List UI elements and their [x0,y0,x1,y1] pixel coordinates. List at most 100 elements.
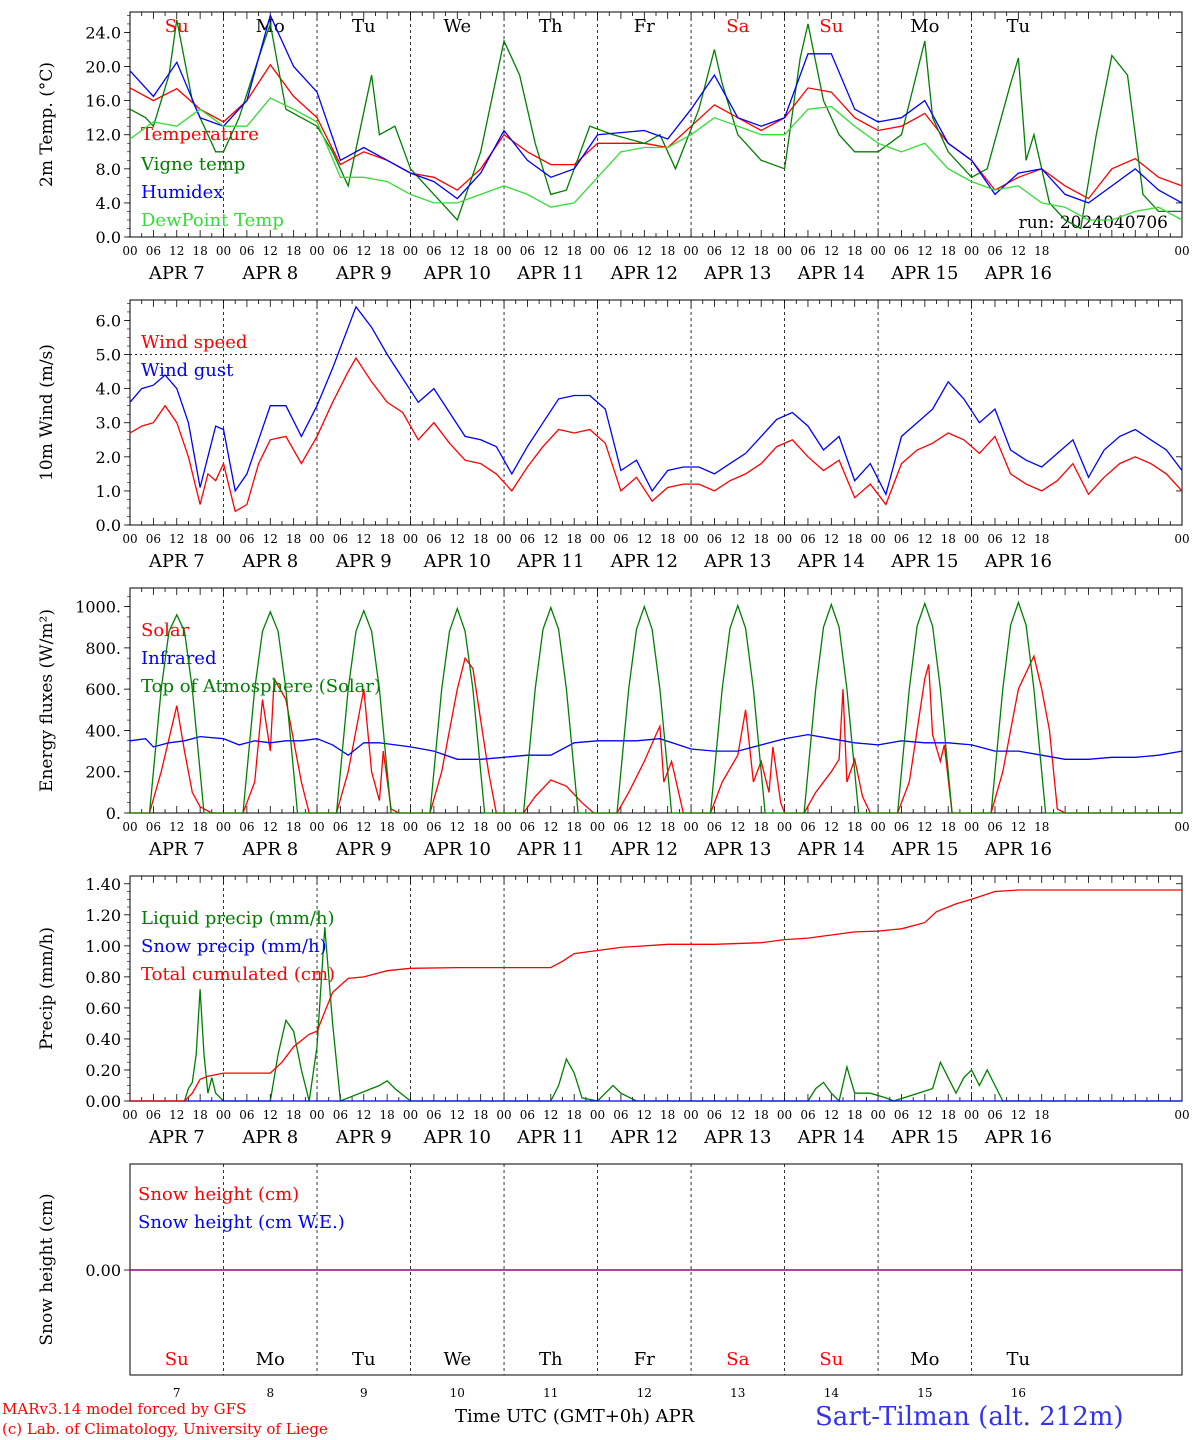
day-number-label: 9 [360,1386,368,1400]
hour-tick-label: 00 [1174,532,1189,546]
hour-tick-label: 06 [239,820,254,834]
panel-3: 00 06 12 18 APR 7 00 06 12 18 APR 8 00 06 12 18 APR 9 0… [37,587,1190,860]
hour-tick-label: 06 [426,244,441,258]
hour-tick-label: 12 [169,820,184,834]
hour-tick-label: 18 [941,1108,956,1122]
legend-entry: DewPoint Temp [141,210,284,231]
hour-tick-label: 18 [473,820,488,834]
hour-tick-label: 06 [987,244,1002,258]
hour-tick-label: 18 [286,820,301,834]
date-label: APR 14 [797,263,865,284]
day-name-label: Mo [256,1349,285,1370]
date-label: APR 12 [610,551,678,572]
panel-1: 00 06 12 18 APR 7 00 06 12 18 APR 8 00 06 12 18 APR 9 0… [37,11,1190,284]
hour-tick-label: 12 [356,1108,371,1122]
hour-tick-label: 06 [707,820,722,834]
date-label: APR 7 [148,551,205,572]
hour-tick-label: 12 [263,244,278,258]
y-tick-label: 2.0 [96,448,121,467]
y-tick-label: 12.0 [85,126,121,145]
hour-tick-label: 06 [707,244,722,258]
day-name-label: Tu [352,16,376,37]
hour-tick-label: 12 [263,820,278,834]
hour-tick-label: 12 [356,820,371,834]
hour-tick-label: 12 [450,1108,465,1122]
hour-tick-label: 18 [567,244,582,258]
hour-tick-label: 00 [777,820,792,834]
y-tick-label: 0.60 [85,999,121,1018]
date-label: APR 11 [516,263,584,284]
y-tick-label: 6.0 [96,311,121,330]
hour-tick-label: 06 [146,532,161,546]
hour-tick-label: 18 [567,1108,582,1122]
hour-tick-label: 18 [567,820,582,834]
hour-tick-label: 12 [450,244,465,258]
day-name-label: Th [539,16,563,37]
hour-tick-label: 12 [637,1108,652,1122]
hour-tick-label: 00 [403,532,418,546]
hour-tick-label: 06 [239,532,254,546]
hour-tick-label: 00 [403,244,418,258]
hour-tick-label: 12 [543,1108,558,1122]
hour-tick-label: 06 [800,244,815,258]
date-label: APR 7 [148,1127,205,1148]
hour-tick-label: 06 [800,532,815,546]
hour-tick-label: 12 [356,532,371,546]
hour-tick-label: 18 [380,532,395,546]
hour-tick-label: 06 [333,532,348,546]
hour-tick-label: 18 [660,1108,675,1122]
hour-tick-label: 00 [870,1108,885,1122]
hour-tick-label: 06 [239,1108,254,1122]
run-label: run: 2024040706 [1019,213,1168,233]
date-label: APR 13 [703,1127,771,1148]
hour-tick-label: 12 [169,532,184,546]
date-label: APR 15 [890,1127,958,1148]
series-line-blue [129,305,1183,497]
hour-tick-label: 18 [941,532,956,546]
hour-tick-label: 06 [520,244,535,258]
date-label: APR 13 [703,839,771,860]
date-label: APR 11 [516,551,584,572]
legend-entry: Humidex [141,182,223,203]
hour-tick-label: 06 [707,532,722,546]
hour-tick-label: 06 [800,1108,815,1122]
date-label: APR 9 [335,1127,392,1148]
hour-tick-label: 12 [543,820,558,834]
hour-tick-label: 18 [192,820,207,834]
y-tick-label: 1.20 [85,906,121,925]
hour-tick-label: 06 [894,1108,909,1122]
day-name-label: Sa [726,1349,749,1370]
footer-lab: (c) Lab. of Climatology, University of L… [2,1420,328,1438]
y-tick-label: 4.0 [96,194,121,213]
hour-tick-label: 06 [613,244,628,258]
y-tick-label: 400. [85,721,121,740]
hour-tick-label: 00 [216,820,231,834]
y-tick-label: 1000. [75,598,121,617]
hour-tick-label: 00 [590,244,605,258]
y-tick-label: 200. [85,763,121,782]
footer-month-text: APR [655,1406,695,1427]
day-name-label: Mo [910,1349,939,1370]
hour-tick-label: 00 [496,820,511,834]
hour-tick-label: 06 [520,820,535,834]
hour-tick-label: 12 [917,532,932,546]
day-number-label: 8 [266,1386,274,1400]
date-label: APR 12 [610,839,678,860]
hour-tick-label: 12 [543,532,558,546]
legend-entry: Infrared [141,648,216,669]
day-name-label: Th [539,1349,563,1370]
day-name-label: Su [819,1349,843,1370]
hour-tick-label: 12 [1011,532,1026,546]
footer-time-label: Time UTC (GMT+0h) APR [455,1406,694,1427]
day-name-label: Mo [910,16,939,37]
hour-tick-label: 00 [870,820,885,834]
hour-tick-label: 18 [567,532,582,546]
legend-entry: Snow precip (mm/h) [141,936,327,957]
day-number-label: 11 [543,1386,558,1400]
hour-tick-label: 06 [333,244,348,258]
date-label: APR 13 [703,263,771,284]
date-label: APR 9 [335,263,392,284]
date-label: APR 12 [610,263,678,284]
legend-entry: Solar [141,620,190,641]
footer-model: MARv3.14 model forced by GFS [2,1400,247,1418]
